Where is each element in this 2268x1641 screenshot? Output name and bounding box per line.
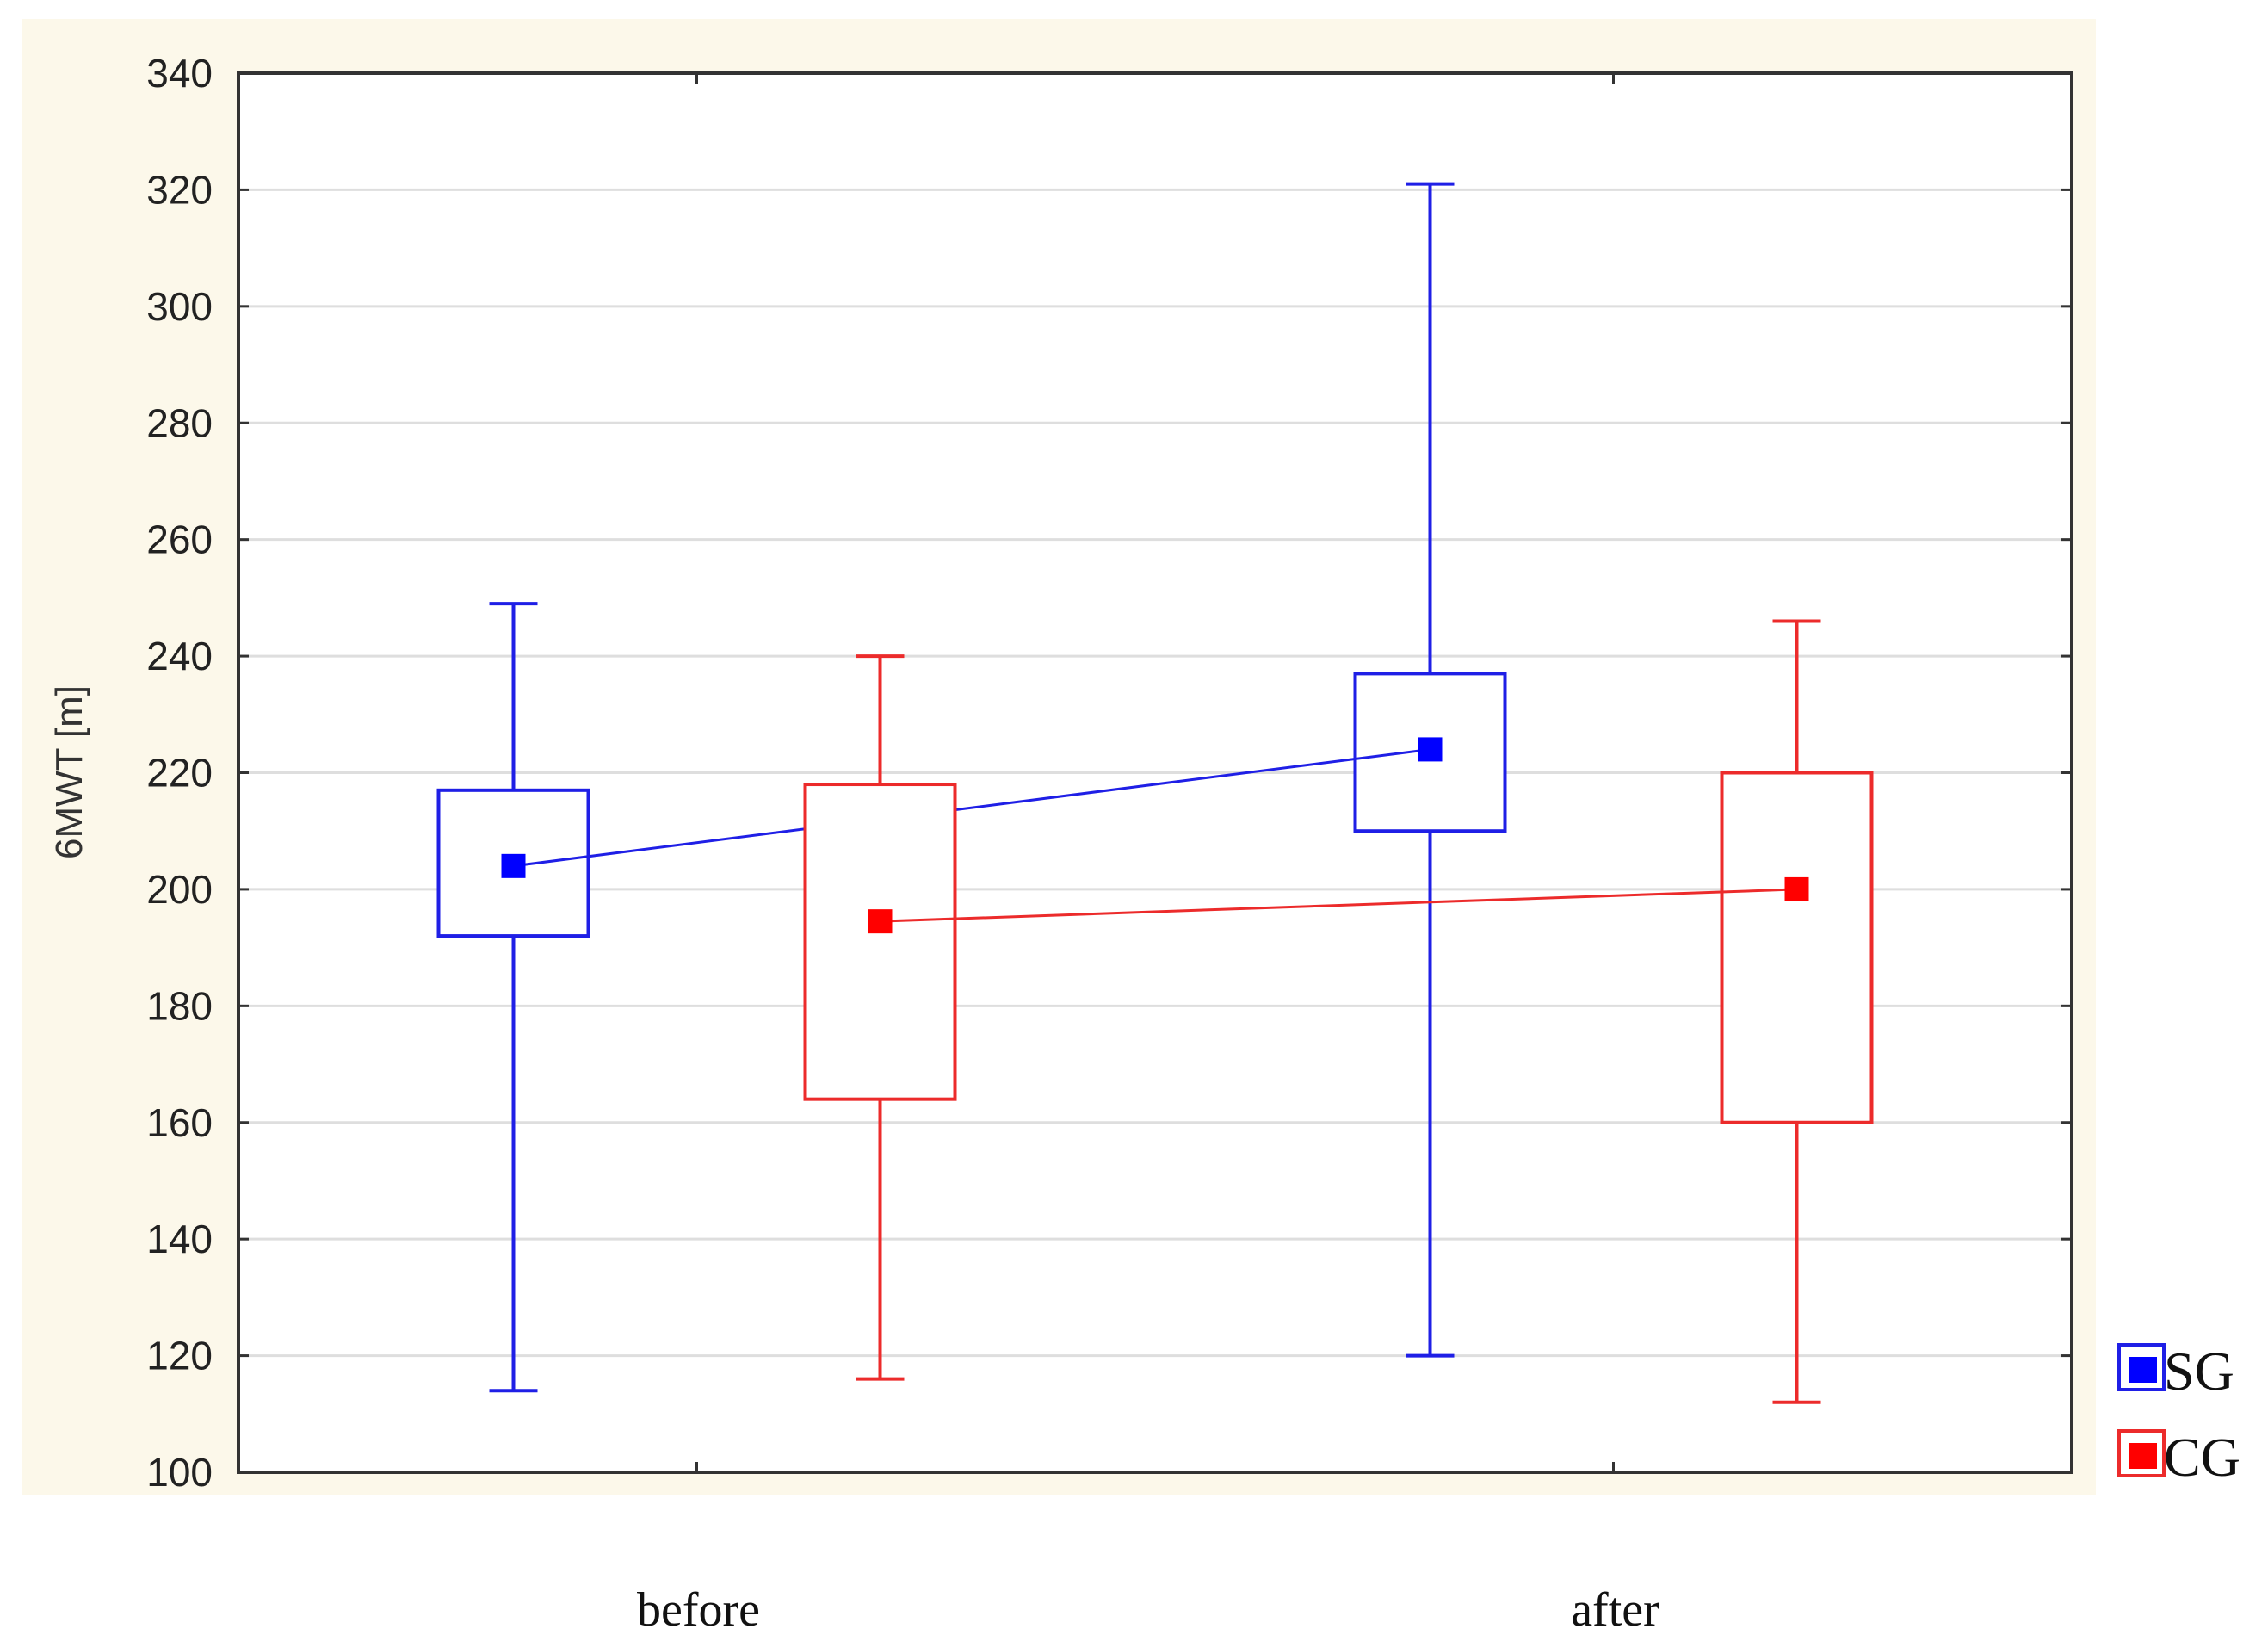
series-layer	[436, 182, 1874, 1404]
y-tick-label: 300	[146, 284, 213, 329]
median-marker	[501, 853, 526, 878]
legend-marker	[2129, 1357, 2157, 1383]
box-iqr	[803, 783, 957, 1101]
series-SG	[436, 182, 1507, 1393]
legend-marker	[2129, 1443, 2157, 1469]
legend-label: CG	[2164, 1427, 2240, 1488]
y-tick-label: 320	[146, 167, 213, 212]
median-marker	[1418, 737, 1443, 762]
x-category-label-after: after	[1571, 1583, 1659, 1637]
box-iqr	[1720, 771, 1874, 1124]
y-tick-label: 200	[146, 867, 213, 912]
x-category-label-before: before	[637, 1583, 760, 1637]
legend-item-SG: SG	[2117, 1341, 2234, 1402]
y-tick-label: 140	[146, 1217, 213, 1261]
median-marker	[868, 909, 893, 934]
y-axis-label: 6MWT [m]	[48, 685, 90, 859]
y-axis-ticks: 100 120 140 160 180 200 220 240 260 280 300 320 340	[146, 51, 2072, 1495]
legend: SG CG	[2117, 1341, 2240, 1488]
y-tick-label: 280	[146, 400, 213, 445]
box-CG-before	[803, 654, 957, 1381]
series-line-CG	[880, 888, 1797, 923]
y-tick-label: 120	[146, 1334, 213, 1378]
plot-frame	[237, 71, 2073, 1474]
legend-item-CG: CG	[2117, 1427, 2240, 1488]
median-marker	[1784, 876, 1809, 901]
y-tick-label: 180	[146, 983, 213, 1028]
x-axis-categories: before after	[637, 1583, 1659, 1637]
y-tick-label: 100	[146, 1450, 213, 1495]
legend-label: SG	[2164, 1341, 2234, 1402]
y-tick-label: 220	[146, 751, 213, 796]
box-CG-after	[1720, 619, 1874, 1404]
series-CG	[803, 619, 1874, 1404]
y-tick-label: 340	[146, 51, 213, 96]
y-tick-label: 160	[146, 1100, 213, 1145]
y-tick-label: 260	[146, 517, 213, 562]
y-tick-label: 240	[146, 634, 213, 678]
series-line-SG	[513, 747, 1431, 868]
